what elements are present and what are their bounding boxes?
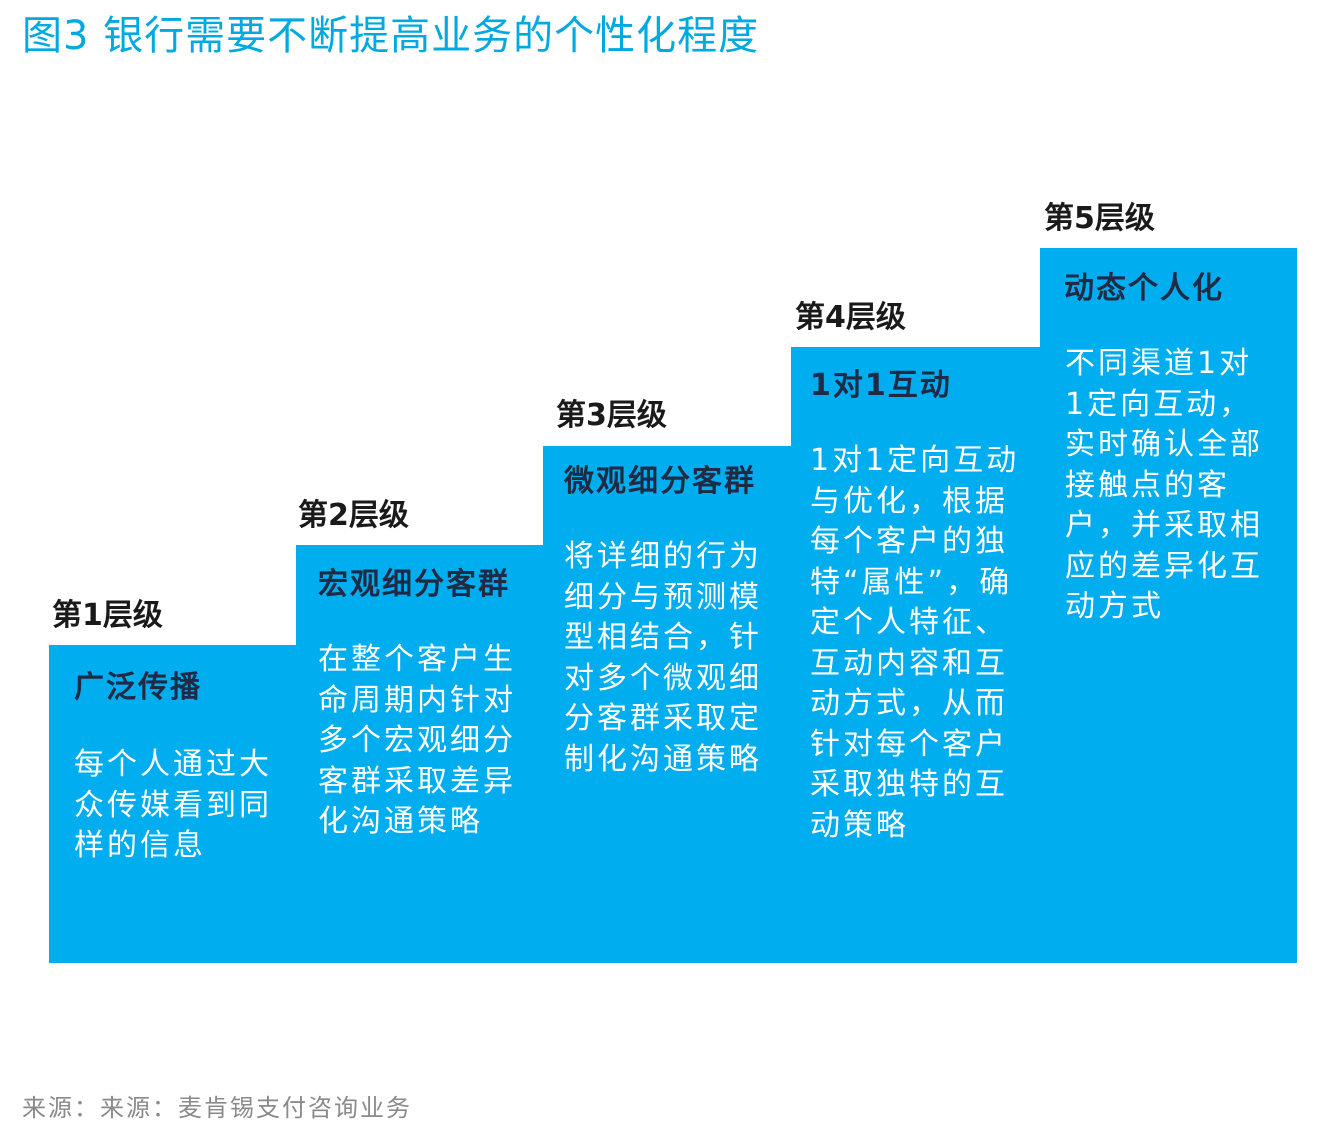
- level-3-label: 第3层级: [556, 398, 667, 433]
- level-5-description: 不同渠道1对1定向互动，实时确认全部接触点的客户，并采取相应的差异化互动方式: [1065, 346, 1263, 624]
- level-3-step: [543, 446, 792, 963]
- level-4-description: 1对1定向互动与优化，根据每个客户的独特“属性”，确定个人特征、互动内容和互动方…: [810, 443, 1020, 843]
- level-2-heading: 宏观细分客群: [318, 567, 510, 602]
- level-2-label: 第2层级: [298, 498, 409, 533]
- level-1-description: 每个人通过大众传媒看到同样的信息: [74, 747, 272, 863]
- level-2-step: [296, 545, 544, 963]
- source-note: 来源：来源：麦肯锡支付咨询业务: [22, 1094, 412, 1122]
- level-4-heading: 1对1互动: [810, 368, 952, 403]
- level-3-heading: 微观细分客群: [564, 464, 756, 499]
- level-4-step: [791, 347, 1041, 963]
- level-3-description: 将详细的行为细分与预测模型相结合，针对多个微观细分客群采取定制化沟通策略: [564, 539, 762, 777]
- level-5-step: [1040, 248, 1297, 963]
- figure-title: 图3 银行需要不断提高业务的个性化程度: [22, 13, 760, 59]
- level-5-heading: 动态个人化: [1064, 271, 1224, 306]
- level-2-description: 在整个客户生命周期内针对多个宏观细分客群采取差异化沟通策略: [318, 642, 516, 839]
- level-1-heading: 广泛传播: [74, 670, 202, 705]
- level-4-label: 第4层级: [795, 300, 906, 335]
- level-1-label: 第1层级: [52, 598, 163, 633]
- level-1-step: [49, 645, 297, 963]
- level-5-label: 第5层级: [1044, 201, 1155, 236]
